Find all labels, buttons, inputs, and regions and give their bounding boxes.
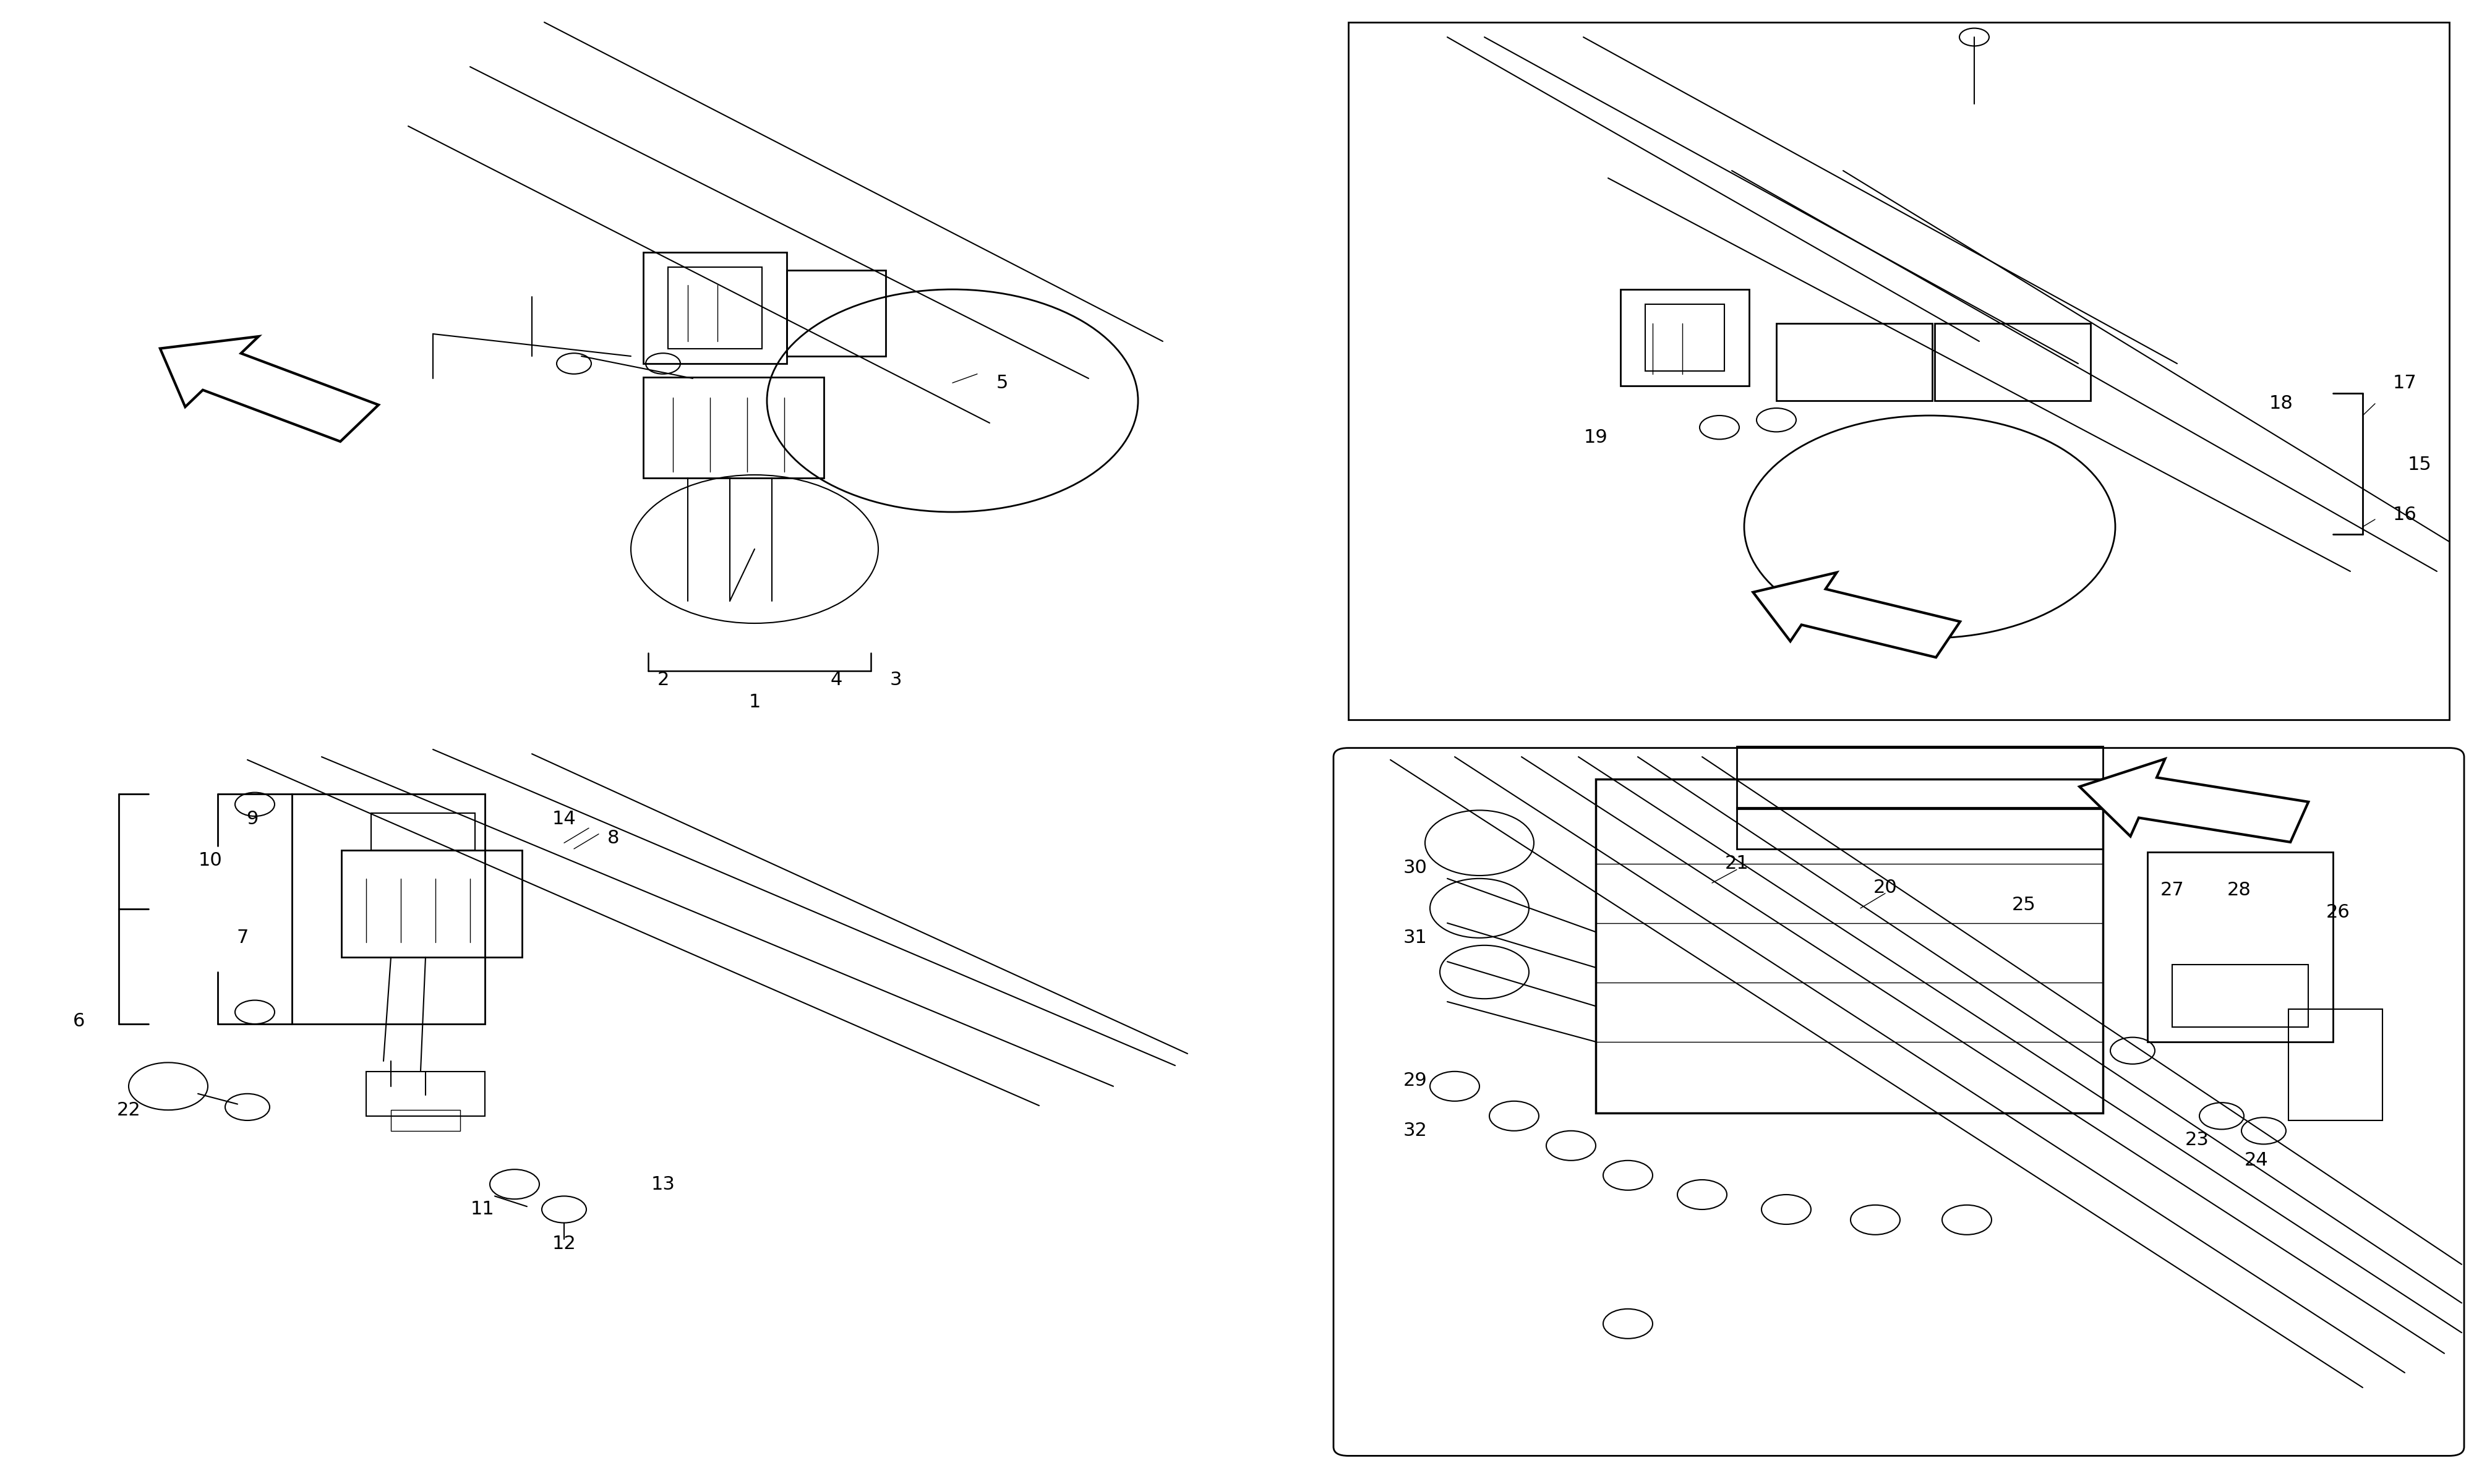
Text: 30: 30	[1403, 859, 1427, 877]
Text: 31: 31	[1403, 929, 1427, 947]
Text: 24: 24	[2244, 1152, 2269, 1169]
Bar	[1348, 22, 2449, 720]
Bar	[643, 252, 787, 364]
Bar	[2147, 852, 2333, 1042]
Text: 25: 25	[2011, 896, 2036, 914]
Text: 17: 17	[2392, 374, 2417, 392]
Text: 2: 2	[658, 671, 668, 689]
Text: 23: 23	[2185, 1131, 2209, 1149]
Text: 19: 19	[1583, 429, 1608, 447]
Text: 26: 26	[2326, 904, 2350, 922]
Bar	[1596, 779, 2103, 1113]
Text: 5: 5	[997, 374, 1007, 392]
Text: 9: 9	[247, 810, 257, 828]
Text: 20: 20	[1873, 879, 1898, 896]
Bar	[366, 1071, 485, 1116]
Polygon shape	[161, 337, 379, 442]
Text: 13: 13	[651, 1175, 675, 1193]
Text: 8: 8	[609, 830, 618, 847]
Polygon shape	[2081, 758, 2308, 841]
Text: 32: 32	[1403, 1122, 1427, 1140]
Text: 14: 14	[552, 810, 576, 828]
Text: 3: 3	[891, 671, 901, 689]
Bar	[2172, 965, 2308, 1027]
Bar	[391, 1110, 460, 1131]
Text: 29: 29	[1403, 1071, 1427, 1089]
Text: 22: 22	[116, 1101, 141, 1119]
Bar	[1737, 746, 2103, 809]
Text: 18: 18	[2269, 395, 2293, 413]
Bar	[1620, 289, 1749, 386]
Text: 1: 1	[750, 693, 760, 711]
Bar	[2288, 1009, 2382, 1120]
Text: 7: 7	[238, 929, 247, 947]
Text: 28: 28	[2227, 881, 2251, 899]
Text: 6: 6	[74, 1012, 84, 1030]
Polygon shape	[1754, 573, 1959, 657]
Text: 10: 10	[198, 852, 223, 870]
Bar	[1935, 324, 2091, 401]
Text: 21: 21	[1724, 855, 1749, 873]
Text: 27: 27	[2160, 881, 2185, 899]
Bar	[341, 850, 522, 957]
Bar	[1645, 304, 1724, 371]
Bar	[787, 270, 886, 356]
Text: 11: 11	[470, 1201, 495, 1218]
Text: 15: 15	[2407, 456, 2432, 473]
Bar	[1776, 324, 1932, 401]
Bar	[292, 794, 485, 1024]
Bar	[371, 813, 475, 850]
Bar	[643, 377, 824, 478]
Text: 16: 16	[2392, 506, 2417, 524]
Text: 4: 4	[831, 671, 841, 689]
Bar	[668, 267, 762, 349]
Text: 12: 12	[552, 1235, 576, 1252]
Bar	[1737, 807, 2103, 849]
